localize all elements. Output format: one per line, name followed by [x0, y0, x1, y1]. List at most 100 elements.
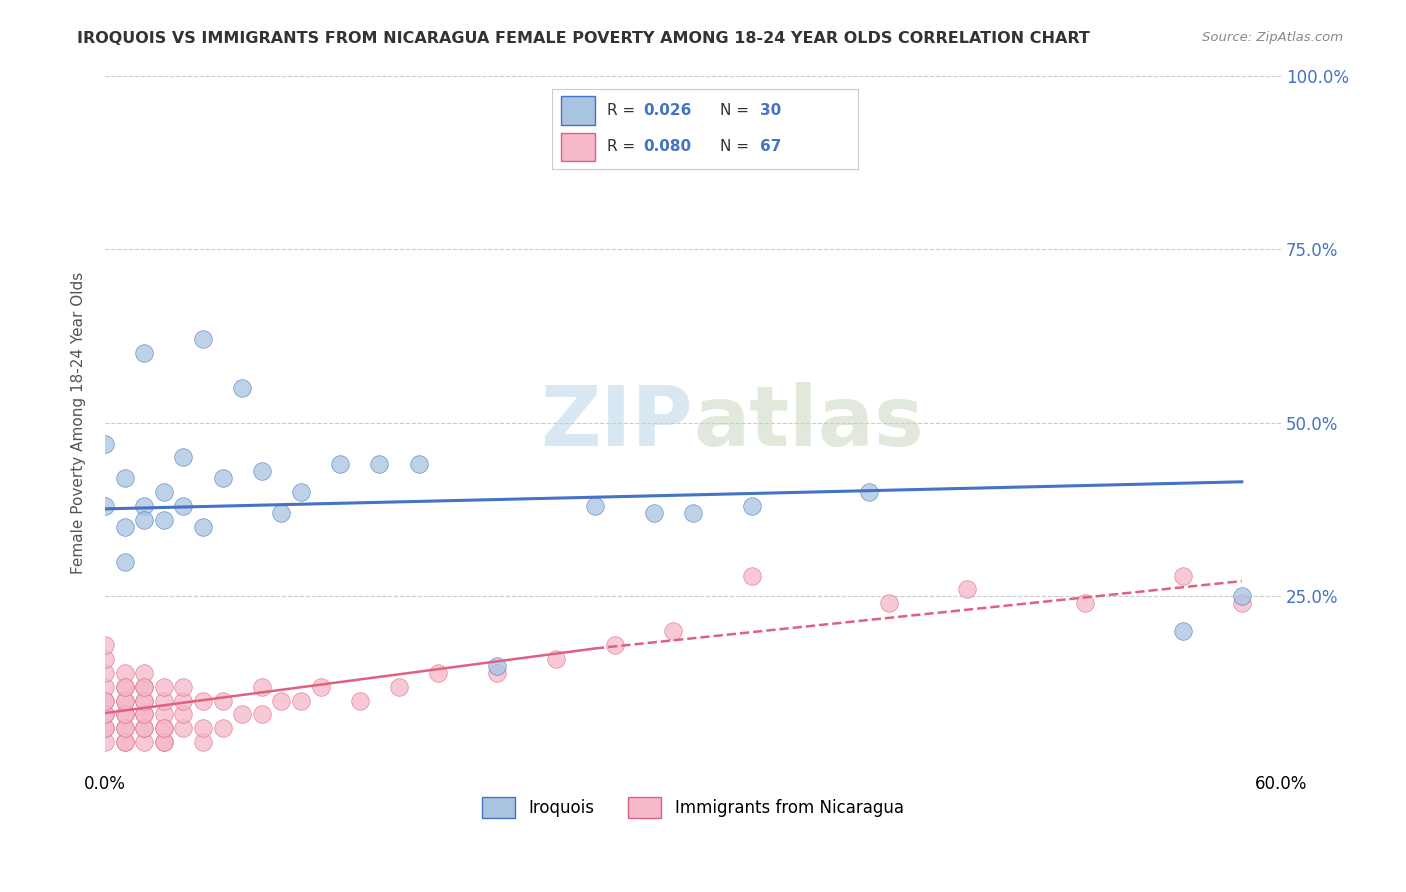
Text: ZIP: ZIP [540, 383, 693, 463]
Point [94, 722, 117, 736]
Point [250, 464, 273, 478]
Point [172, 707, 194, 722]
Point [134, 499, 156, 513]
Point [250, 680, 273, 694]
Point [152, 707, 174, 722]
Point [134, 722, 156, 736]
Text: Source: ZipAtlas.com: Source: ZipAtlas.com [1202, 31, 1343, 45]
Point [134, 722, 156, 736]
Point [682, 506, 704, 520]
Point [270, 693, 292, 707]
Point [94, 693, 117, 707]
Point [191, 333, 214, 347]
Point [114, 680, 136, 694]
Point [94, 680, 117, 694]
Point [858, 485, 880, 500]
Point [114, 707, 136, 722]
Text: atlas: atlas [693, 383, 924, 463]
Point [94, 638, 117, 652]
Point [94, 652, 117, 666]
Point [956, 582, 979, 597]
Point [1074, 596, 1097, 610]
Point [152, 693, 174, 707]
Point [270, 506, 292, 520]
Point [191, 735, 214, 749]
Point [211, 693, 233, 707]
Point [114, 735, 136, 749]
Point [191, 520, 214, 534]
Point [134, 707, 156, 722]
Point [603, 638, 626, 652]
Point [134, 707, 156, 722]
Point [172, 693, 194, 707]
Point [114, 680, 136, 694]
Point [427, 665, 450, 680]
Point [349, 693, 371, 707]
Point [114, 471, 136, 485]
Point [94, 665, 117, 680]
Point [643, 506, 665, 520]
Point [583, 499, 606, 513]
Legend: Iroquois, Immigrants from Nicaragua: Iroquois, Immigrants from Nicaragua [475, 790, 911, 824]
Point [485, 665, 508, 680]
Point [1171, 624, 1194, 639]
Point [191, 722, 214, 736]
Point [250, 707, 273, 722]
Point [544, 652, 567, 666]
Point [134, 513, 156, 527]
Point [152, 735, 174, 749]
Point [662, 624, 685, 639]
Point [485, 658, 508, 673]
Point [172, 680, 194, 694]
Point [172, 450, 194, 465]
Point [134, 693, 156, 707]
Point [172, 722, 194, 736]
Point [114, 722, 136, 736]
Point [134, 680, 156, 694]
Point [114, 665, 136, 680]
Y-axis label: Female Poverty Among 18-24 Year Olds: Female Poverty Among 18-24 Year Olds [72, 272, 86, 574]
Point [1230, 590, 1253, 604]
Point [231, 707, 253, 722]
Point [388, 680, 411, 694]
Point [94, 722, 117, 736]
Point [152, 735, 174, 749]
Text: IROQUOIS VS IMMIGRANTS FROM NICARAGUA FEMALE POVERTY AMONG 18-24 YEAR OLDS CORRE: IROQUOIS VS IMMIGRANTS FROM NICARAGUA FE… [77, 31, 1090, 46]
Point [741, 499, 763, 513]
Point [741, 568, 763, 582]
Point [211, 471, 233, 485]
Point [290, 485, 312, 500]
Point [172, 499, 194, 513]
Point [114, 707, 136, 722]
Point [1171, 568, 1194, 582]
Point [134, 665, 156, 680]
Point [290, 693, 312, 707]
Point [191, 693, 214, 707]
Point [114, 693, 136, 707]
Point [877, 596, 900, 610]
Point [94, 693, 117, 707]
Point [94, 499, 117, 513]
Point [152, 513, 174, 527]
Point [94, 707, 117, 722]
Point [152, 485, 174, 500]
Point [114, 555, 136, 569]
Point [368, 458, 391, 472]
Point [114, 693, 136, 707]
Point [309, 680, 332, 694]
Point [152, 722, 174, 736]
Point [134, 735, 156, 749]
Point [211, 722, 233, 736]
Point [94, 735, 117, 749]
Point [408, 458, 430, 472]
Point [134, 693, 156, 707]
Point [329, 458, 352, 472]
Point [114, 735, 136, 749]
Point [231, 381, 253, 395]
Point [94, 707, 117, 722]
Point [114, 722, 136, 736]
Point [134, 346, 156, 360]
Point [1230, 596, 1253, 610]
Point [94, 436, 117, 450]
Point [152, 680, 174, 694]
